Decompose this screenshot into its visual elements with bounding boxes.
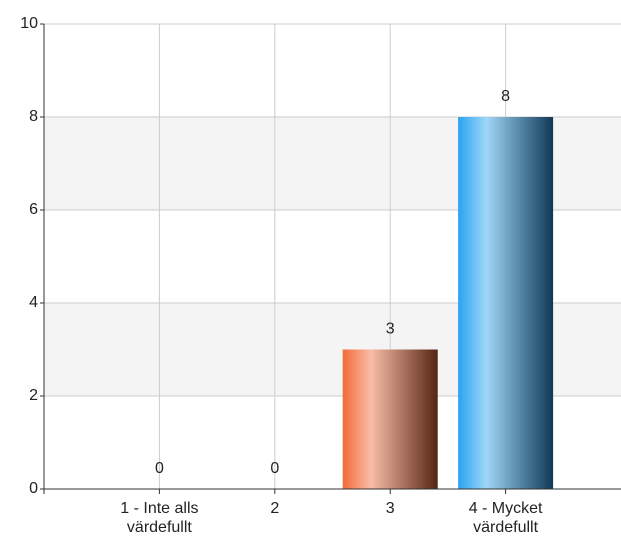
y-tick-label: 10: [20, 15, 38, 32]
y-tick-label: 0: [29, 480, 38, 497]
y-tick-label: 8: [29, 108, 38, 125]
x-tick-label: 3: [385, 500, 395, 517]
y-tick-label: 2: [29, 387, 38, 404]
bar: [458, 117, 554, 489]
value-label: 8: [501, 88, 510, 105]
value-label: 0: [155, 460, 164, 477]
y-tick-label: 4: [29, 294, 38, 311]
x-tick-label: 1 - Inte alls värdefullt: [120, 500, 199, 536]
x-tick-label: 4 - Mycket värdefullt: [468, 500, 543, 536]
bar: [342, 349, 438, 489]
x-tick-label: 2: [270, 500, 280, 517]
y-tick-label: 6: [29, 201, 38, 218]
value-label: 0: [270, 460, 279, 477]
value-label: 3: [386, 321, 395, 338]
